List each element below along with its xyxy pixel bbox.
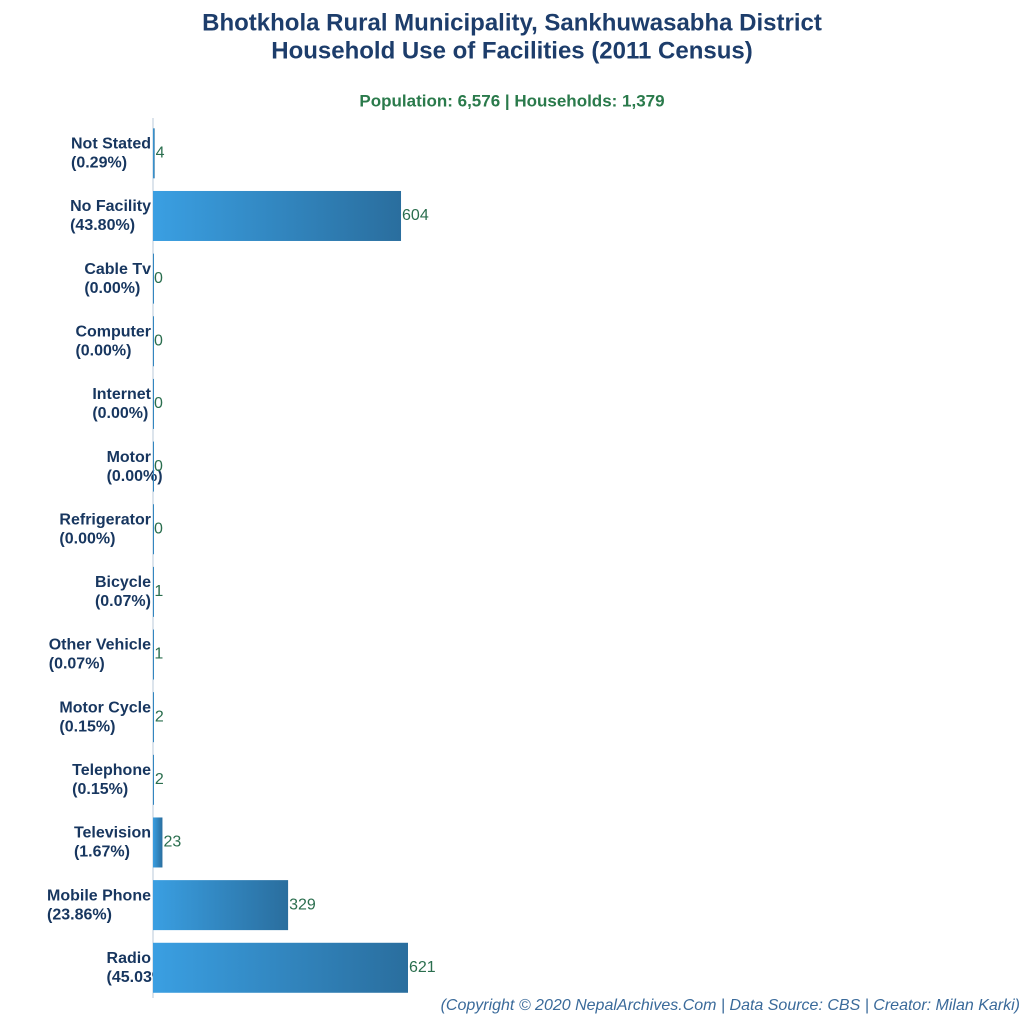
bar <box>153 566 154 617</box>
value-label: 0 <box>154 332 163 349</box>
value-label: 0 <box>154 458 163 475</box>
bar <box>153 629 154 680</box>
share-label: (0.00%) <box>75 342 131 359</box>
share-label: (0.00%) <box>92 405 148 422</box>
value-label: 0 <box>154 395 163 412</box>
chart-title: Bhotkhola Rural Municipality, Sankhuwasa… <box>202 9 822 36</box>
category-label: Computer <box>75 323 151 340</box>
share-label: (0.07%) <box>95 593 151 610</box>
value-label: 0 <box>154 270 163 287</box>
bar <box>153 441 154 492</box>
share-label: (0.00%) <box>59 530 115 547</box>
bar <box>153 504 154 555</box>
category-label: Radio <box>107 950 152 967</box>
bar <box>153 190 402 241</box>
share-label: (0.15%) <box>59 718 115 735</box>
bar <box>153 880 289 931</box>
value-label: 1 <box>154 583 163 600</box>
chart-subtitle: Household Use of Facilities (2011 Census… <box>271 37 752 64</box>
value-label: 0 <box>154 520 163 537</box>
category-label: Motor Cycle <box>59 699 151 716</box>
category-label: Other Vehicle <box>49 637 151 654</box>
share-label: (0.29%) <box>71 155 127 172</box>
bar <box>153 692 154 743</box>
category-label: Refrigerator <box>59 511 151 528</box>
bar <box>153 253 154 304</box>
share-label: (23.86%) <box>47 906 112 923</box>
category-label: Telephone <box>72 762 151 779</box>
category-label: Motor <box>107 449 151 466</box>
value-label: 604 <box>402 207 429 224</box>
category-label: Bicycle <box>95 574 151 591</box>
share-label: (43.80%) <box>70 217 135 234</box>
share-label: (1.67%) <box>74 844 130 861</box>
value-label: 329 <box>289 896 316 913</box>
category-label: Not Stated <box>71 136 151 153</box>
value-label: 4 <box>156 145 165 162</box>
share-label: (0.00%) <box>84 280 140 297</box>
value-label: 1 <box>154 646 163 663</box>
value-label: 621 <box>409 959 436 976</box>
value-label: 2 <box>155 771 164 788</box>
category-label: Television <box>74 825 151 842</box>
share-label: (0.15%) <box>72 781 128 798</box>
category-label: Internet <box>92 386 151 403</box>
bar <box>153 817 163 868</box>
value-label: 23 <box>163 834 181 851</box>
share-label: (0.00%) <box>107 468 163 485</box>
bar <box>153 128 155 179</box>
summary: Population: 6,576 | Households: 1,379 <box>359 91 664 110</box>
category-label: No Facility <box>70 198 151 215</box>
share-label: (0.07%) <box>49 656 105 673</box>
bar <box>153 754 154 805</box>
category-label: Cable Tv <box>84 261 151 278</box>
category-label: Mobile Phone <box>47 887 151 904</box>
bar <box>153 378 154 429</box>
footer: (Copyright © 2020 NepalArchives.Com | Da… <box>441 997 1020 1014</box>
value-label: 2 <box>155 708 164 725</box>
bar <box>153 942 408 993</box>
bar <box>153 316 154 367</box>
